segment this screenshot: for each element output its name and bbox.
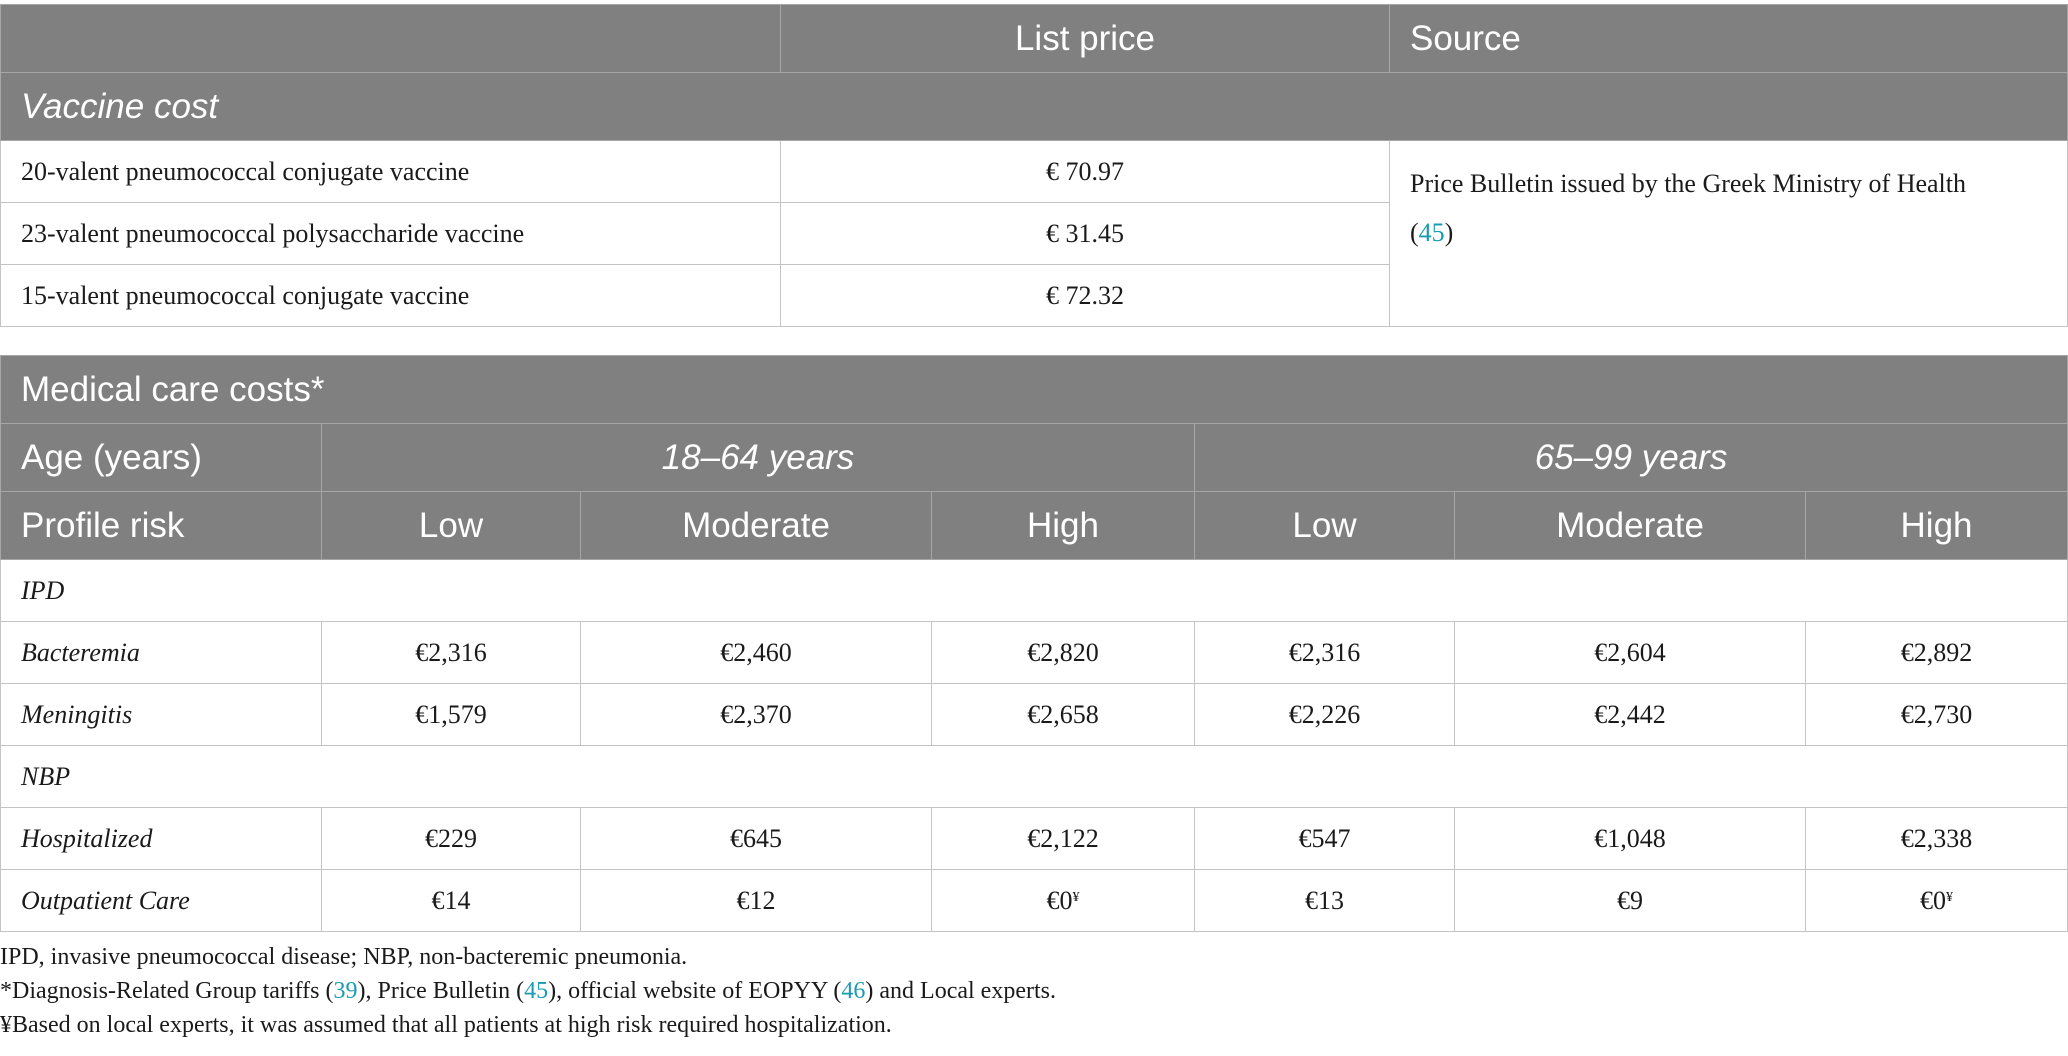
footnote-abbreviations: IPD, invasive pneumococcal disease; NBP,… [0, 944, 688, 970]
profile-risk-label: Profile risk [0, 491, 322, 560]
vaccine-cost-table: List price Source Vaccine cost 20-valent… [0, 4, 2068, 327]
risk-level: High [931, 491, 1195, 560]
risk-row: Profile risk Low Moderate High Low Moder… [0, 491, 2068, 560]
cost-cell: €2,730 [1804, 683, 2068, 746]
table-row: 23-valent pneumococcal polysaccharide va… [0, 202, 2068, 265]
age-group-18-64: 18–64 years [321, 423, 1195, 492]
vaccine-cost-label: Vaccine cost [0, 72, 2068, 141]
risk-level: Low [321, 491, 581, 560]
cost-cell: €2,316 [1194, 621, 1455, 684]
footnote-text: ), Price Bulletin ( [357, 978, 525, 1004]
group-row: IPD [0, 559, 2068, 622]
reference-link[interactable]: 45 [524, 978, 549, 1004]
vaccine-header-blank [0, 4, 781, 73]
footnote-marker: ¥ [1946, 889, 1954, 905]
risk-level: Moderate [1454, 491, 1806, 560]
reference-link[interactable]: 39 [333, 978, 358, 1004]
cost-cell: €0¥ [931, 869, 1195, 932]
cost-value: €0 [1920, 885, 1947, 915]
cost-cell: €2,370 [580, 683, 932, 746]
vaccine-price: € 70.97 [780, 140, 1390, 203]
footnote-sources: *Diagnosis-Related Group tariffs (39), P… [0, 974, 1056, 1008]
vaccine-name: 20-valent pneumococcal conjugate vaccine [0, 140, 781, 203]
medical-care-title: Medical care costs* [0, 355, 2068, 424]
age-group-65-99: 65–99 years [1193, 423, 2068, 492]
reference-link[interactable]: 46 [841, 978, 866, 1004]
cost-cell: €2,442 [1454, 683, 1806, 746]
footnote-text: ), official website of EOPYY ( [548, 978, 842, 1004]
risk-level: Low [1194, 491, 1455, 560]
vaccine-name: 23-valent pneumococcal polysaccharide va… [0, 202, 781, 265]
cost-cell: €13 [1194, 869, 1455, 932]
vaccine-section-row: Vaccine cost [0, 72, 2068, 141]
list-price-header: List price [780, 4, 1390, 73]
group-label-nbp: NBP [0, 745, 2068, 808]
source-ref-open: ( [1410, 218, 1419, 247]
cost-cell: €1,579 [321, 683, 581, 746]
cost-cell: €0¥ [1804, 869, 2068, 932]
table-row: Hospitalized €229 €645 €2,122 €547 €1,04… [0, 807, 2068, 870]
cost-cell: €9 [1454, 869, 1806, 932]
row-label: Meningitis [0, 683, 322, 746]
row-label: Hospitalized [0, 807, 322, 870]
cost-cell: €14 [321, 869, 581, 932]
source-cell: Price Bulletin issued by the Greek Minis… [1389, 140, 2068, 327]
table-footnotes: IPD, invasive pneumococcal disease; NBP,… [0, 940, 1056, 1042]
cost-cell: €2,820 [931, 621, 1195, 684]
table-row: Meningitis €1,579 €2,370 €2,658 €2,226 €… [0, 683, 2068, 746]
source-header: Source [1389, 4, 2068, 73]
cost-cell: €2,122 [931, 807, 1195, 870]
cost-cell: €2,892 [1804, 621, 2068, 684]
age-row: Age (years) 18–64 years 65–99 years [0, 423, 2068, 492]
risk-level: High [1804, 491, 2068, 560]
cost-cell: €2,316 [321, 621, 581, 684]
row-label: Bacteremia [0, 621, 322, 684]
group-row: NBP [0, 745, 2068, 808]
vaccine-price: € 72.32 [780, 264, 1390, 327]
reference-link[interactable]: 45 [1418, 218, 1445, 247]
cost-cell: €2,604 [1454, 621, 1806, 684]
risk-level: Moderate [580, 491, 932, 560]
vaccine-name: 15-valent pneumococcal conjugate vaccine [0, 264, 781, 327]
footnote-marker: ¥ [1072, 889, 1080, 905]
source-text: Price Bulletin issued by the Greek Minis… [1410, 169, 1967, 198]
vaccine-price: € 31.45 [780, 202, 1390, 265]
cost-value: €0 [1046, 885, 1073, 915]
medical-title-row: Medical care costs* [0, 355, 2068, 424]
cost-cell: €2,658 [931, 683, 1195, 746]
cost-cell: €2,226 [1194, 683, 1455, 746]
footnote-text: *Diagnosis-Related Group tariffs ( [0, 978, 334, 1004]
table-row: Bacteremia €2,316 €2,460 €2,820 €2,316 €… [0, 621, 2068, 684]
row-label: Outpatient Care [0, 869, 322, 932]
cost-cell: €645 [580, 807, 932, 870]
vaccine-header-row: List price Source [0, 4, 2068, 73]
table-row: 15-valent pneumococcal conjugate vaccine… [0, 264, 2068, 327]
age-label: Age (years) [0, 423, 322, 492]
table-row: 20-valent pneumococcal conjugate vaccine… [0, 140, 2068, 327]
cost-cell: €547 [1194, 807, 1455, 870]
table-row: Outpatient Care €14 €12 €0¥ €13 €9 €0¥ [0, 869, 2068, 932]
cost-cell: €229 [321, 807, 581, 870]
footnote-text: ) and Local experts. [865, 978, 1056, 1004]
cost-cell: €2,460 [580, 621, 932, 684]
footnote-assumption: ¥Based on local experts, it was assumed … [0, 1012, 892, 1038]
medical-care-costs-table: Medical care costs* Age (years) 18–64 ye… [0, 355, 2068, 932]
source-ref-close: ) [1444, 218, 1454, 247]
cost-cell: €2,338 [1804, 807, 2068, 870]
group-label-ipd: IPD [0, 559, 2068, 622]
cost-cell: €1,048 [1454, 807, 1806, 870]
cost-cell: €12 [580, 869, 932, 932]
